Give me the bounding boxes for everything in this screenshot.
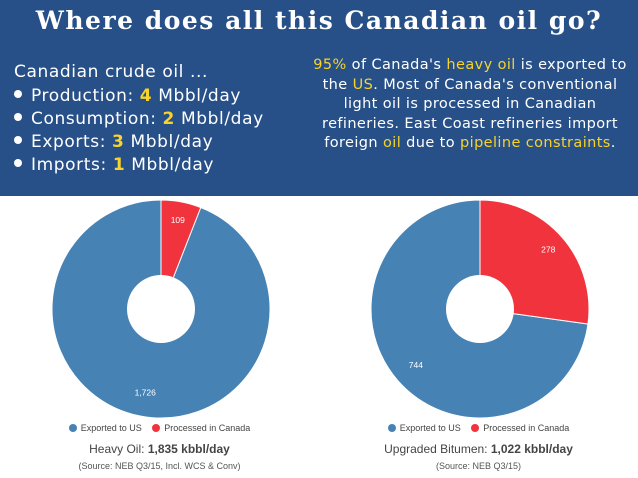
legend-item-processed: Processed in Canada <box>471 423 569 433</box>
legend-dot-icon <box>68 423 77 432</box>
fact-value: 4 <box>139 86 153 106</box>
caption-total: 1,022 kbbl/day <box>490 442 573 456</box>
facts-lead: Canadian crude oil ... <box>14 62 209 82</box>
header-banner: Where does all this Canadian oil go? Can… <box>0 0 638 196</box>
note-text: due to <box>401 135 461 151</box>
fact-unit: Mbbl/day <box>152 86 241 106</box>
caption-total: 1,835 kbbl/day <box>147 442 230 456</box>
chart-legend: Exported to US Processed in Canada <box>319 423 638 433</box>
slice-value-label: 278 <box>541 245 555 255</box>
fact-unit: Mbbl/day <box>125 155 215 175</box>
legend-label: Processed in Canada <box>483 423 570 433</box>
fact-label: Production: <box>31 86 140 106</box>
note-highlight: heavy oil <box>446 57 516 73</box>
note-highlight: US <box>352 76 374 93</box>
upgraded-bitumen-donut: 744 278 <box>370 199 590 419</box>
legend-dot-icon <box>471 423 480 432</box>
chart-source: (Source: NEB Q3/15, Incl. WCS & Conv) <box>78 461 241 471</box>
fact-value: 2 <box>162 109 175 129</box>
fact-label: Exports: <box>31 132 113 152</box>
slice-value-label: 1,726 <box>135 388 157 398</box>
legend-label: Exported to US <box>80 423 142 433</box>
note-text: . <box>610 135 616 151</box>
slice-value-label: 744 <box>409 360 423 370</box>
bullet-icon <box>14 90 22 98</box>
bullet-icon <box>14 113 22 121</box>
legend-label: Exported to US <box>399 423 461 433</box>
heavy-oil-chart: 1,726 109 Exported to US Processed in Can… <box>0 196 319 478</box>
fact-unit: Mbbl/day <box>174 109 264 129</box>
bullet-icon <box>14 159 22 167</box>
legend-dot-icon <box>387 423 396 432</box>
chart-source: (Source: NEB Q3/15) <box>435 461 522 471</box>
legend-item-exported: Exported to US <box>387 423 461 433</box>
export-note: 95% of Canada's heavy oil is exported to… <box>310 56 630 154</box>
note-text: is exported to the <box>322 57 627 93</box>
note-text: of Canada's <box>346 57 447 73</box>
note-highlight: pipeline constraints <box>460 135 611 151</box>
note-highlight: oil <box>383 135 402 151</box>
slice-value-label: 109 <box>171 215 185 225</box>
note-text: . Most of Canada's conventional light oi… <box>322 76 618 152</box>
donut-hole <box>127 275 195 343</box>
fact-unit: Mbbl/day <box>124 132 214 152</box>
fact-imports: Imports: 1 Mbbl/day <box>14 154 264 177</box>
note-highlight: 95% <box>313 57 347 73</box>
legend-label: Processed in Canada <box>164 423 251 433</box>
donut-hole <box>446 275 514 343</box>
fact-label: Imports: <box>31 155 113 175</box>
fact-exports: Exports: 3 Mbbl/day <box>14 131 264 154</box>
page-title: Where does all this Canadian oil go? <box>35 6 603 35</box>
chart-caption: Heavy Oil: 1,835 kbbl/day <box>0 442 319 456</box>
legend-item-exported: Exported to US <box>68 423 142 433</box>
chart-caption: Upgraded Bitumen: 1,022 kbbl/day <box>319 442 638 456</box>
legend-item-processed: Processed in Canada <box>152 423 250 433</box>
facts-list: Canadian crude oil ... Production: 4 Mbb… <box>14 62 264 177</box>
fact-label: Consumption: <box>31 109 163 129</box>
legend-dot-icon <box>152 423 161 432</box>
fact-consumption: Consumption: 2 Mbbl/day <box>14 108 264 131</box>
caption-label: Heavy Oil: <box>89 442 148 456</box>
caption-label: Upgraded Bitumen: <box>384 442 491 456</box>
fact-value: 1 <box>112 155 126 175</box>
fact-value: 3 <box>112 132 125 152</box>
bullet-icon <box>14 136 22 144</box>
heavy-oil-donut: 1,726 109 <box>51 199 271 419</box>
fact-production: Production: 4 Mbbl/day <box>14 85 264 108</box>
chart-legend: Exported to US Processed in Canada <box>0 423 319 433</box>
upgraded-bitumen-chart: 744 278 Exported to US Processed in Canad… <box>319 196 638 478</box>
